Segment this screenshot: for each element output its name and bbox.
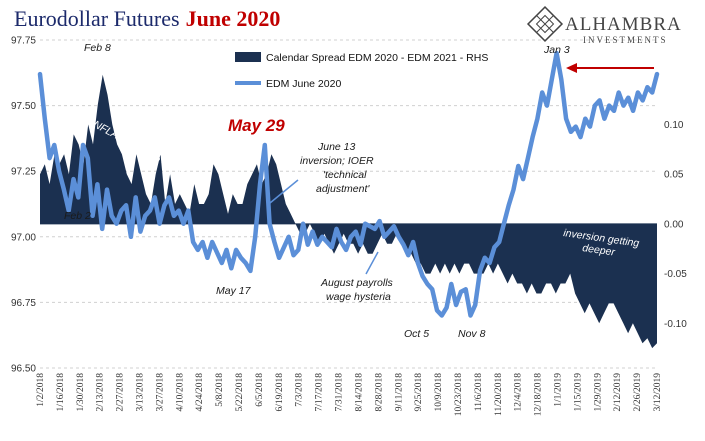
x-tick-label: 8/28/2018 [374,373,384,412]
left-tick-label: 97.25 [11,167,36,178]
x-axis-ticks: 1/2/2018 1/16/2018 1/30/2018 2/13/2018 2/27/… [36,373,663,417]
annotation-inversion-line2: deeper [582,242,617,259]
x-tick-label: 3/27/2018 [155,373,165,412]
x-tick-label: 5/22/2018 [235,373,245,412]
x-tick-label: 1/15/2019 [573,373,583,412]
annotation-may17: May 17 [216,285,252,297]
x-tick-label: 9/25/2018 [414,373,424,412]
brand-logo: ALHAMBRA INVESTMENTS [526,5,682,45]
x-tick-label: 12/18/2018 [534,373,544,417]
chart-title: Eurodollar Futures June 2020 [14,6,280,31]
left-axis-ticks: 97.75 97.50 97.25 97.00 96.75 96.50 [11,36,36,375]
x-tick-label: 3/13/2018 [136,373,146,412]
left-tick-label: 96.75 [11,298,36,309]
annotation-aug-pointer [365,251,379,275]
annotation-feb8: Feb 8 [84,42,111,54]
x-tick-label: 8/14/2018 [355,373,365,412]
right-tick-label: 0.10 [664,120,684,131]
annotation-oct5: Oct 5 [404,328,429,340]
annotation-jan3: Jan 3 [543,44,570,56]
annotation-june13-line3: 'technical [323,169,367,181]
x-tick-label: 1/16/2018 [56,373,66,412]
annotation-feb2: Feb 2 [64,210,91,222]
legend-label-edm: EDM June 2020 [266,78,341,90]
x-tick-label: 1/1/2019 [554,373,564,407]
x-tick-label: 9/11/2018 [394,373,404,411]
x-tick-label: 11/6/2018 [474,373,484,411]
x-tick-label: 10/23/2018 [454,373,464,417]
x-tick-label: 2/27/2018 [116,373,126,412]
brand-diamond-icon [526,5,564,43]
x-tick-label: 4/24/2018 [195,373,205,412]
x-tick-label: 11/20/2018 [494,373,504,416]
brand-name: ALHAMBRA [565,14,682,35]
x-tick-label: 12/4/2018 [514,373,524,412]
left-tick-label: 96.50 [11,364,36,375]
annotation-june13-pointer [269,179,299,204]
annotation-may29: May 29 [228,116,285,135]
right-axis-ticks: 0.10 0.05 0.00 -0.05 -0.10 [664,120,687,330]
right-tick-label: -0.10 [664,319,687,330]
right-tick-label: 0.05 [664,170,684,181]
legend-swatch-spread [235,52,261,62]
x-tick-label: 1/2/2018 [36,373,46,407]
x-tick-label: 3/12/2019 [653,373,663,412]
x-tick-label: 6/5/2018 [255,373,265,407]
x-tick-label: 7/3/2018 [295,373,305,407]
x-tick-label: 7/31/2018 [335,373,345,412]
x-tick-label: 1/30/2018 [76,373,86,412]
x-tick-label: 6/19/2018 [275,373,285,412]
annotation-june13-line4: adjustment' [316,183,370,195]
right-tick-label: 0.00 [664,219,684,230]
x-tick-label: 2/13/2018 [96,373,106,412]
x-tick-label: 4/10/2018 [175,373,185,412]
annotation-nov8: Nov 8 [458,328,486,340]
legend-label-spread: Calendar Spread EDM 2020 - EDM 2021 - RH… [266,52,488,64]
legend: Calendar Spread EDM 2020 - EDM 2021 - RH… [235,52,488,90]
brand-sub: INVESTMENTS [583,35,668,45]
edm-line-series [37,50,660,318]
left-tick-label: 97.50 [11,101,36,112]
red-arrow-icon [566,63,654,73]
edm-line [37,50,660,318]
annotation-june13-line2: inversion; IOER [300,155,374,167]
x-tick-label: 2/12/2019 [613,373,623,412]
annotation-june13-line1: June 13 [317,141,356,153]
x-tick-label: 5/8/2018 [215,373,225,407]
left-tick-label: 97.75 [11,36,36,47]
x-tick-label: 7/17/2018 [315,373,325,412]
right-tick-label: -0.05 [664,269,687,280]
annotation-aug-line2: wage hysteria [326,291,391,303]
x-tick-label: 1/29/2019 [593,373,603,412]
annotation-aug-line1: August payrolls [320,277,394,289]
left-tick-label: 97.00 [11,232,36,243]
x-tick-label: 2/26/2019 [633,373,643,412]
x-tick-label: 10/9/2018 [434,373,444,412]
